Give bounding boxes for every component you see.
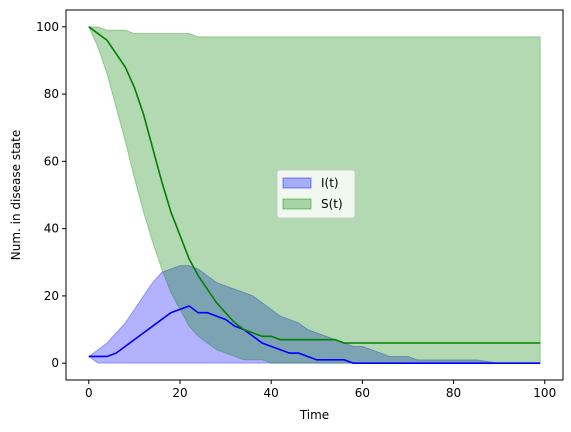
x-axis: 0 20 40 60 80 100 bbox=[85, 380, 556, 400]
line-st bbox=[88, 26, 541, 344]
x-tick-label: 80 bbox=[446, 386, 461, 400]
x-tick-label: 20 bbox=[172, 386, 187, 400]
y-tick-label: 20 bbox=[44, 289, 59, 303]
band-it bbox=[87, 265, 541, 364]
y-tick-label: 80 bbox=[44, 87, 59, 101]
legend-box bbox=[276, 169, 356, 219]
y-axis: 0 20 40 60 80 100 bbox=[36, 20, 66, 370]
x-tick-label: 40 bbox=[264, 386, 279, 400]
y-tick-label: 0 bbox=[51, 356, 59, 370]
x-tick-label: 60 bbox=[355, 386, 370, 400]
legend: I(t) S(t) bbox=[276, 169, 356, 219]
legend-label: I(t) bbox=[321, 176, 339, 190]
line-it bbox=[88, 305, 541, 364]
y-tick-label: 60 bbox=[44, 154, 59, 168]
x-axis-label: Time bbox=[299, 408, 329, 422]
x-tick-label: 0 bbox=[85, 386, 93, 400]
legend-label: S(t) bbox=[321, 197, 343, 211]
x-tick-label: 100 bbox=[533, 386, 556, 400]
y-tick-label: 100 bbox=[36, 20, 59, 34]
legend-swatch bbox=[282, 198, 312, 210]
axes-frame bbox=[65, 9, 564, 381]
y-axis-label: Num. in disease state bbox=[9, 130, 23, 260]
legend-swatch bbox=[282, 177, 312, 189]
y-tick-label: 40 bbox=[44, 222, 59, 236]
